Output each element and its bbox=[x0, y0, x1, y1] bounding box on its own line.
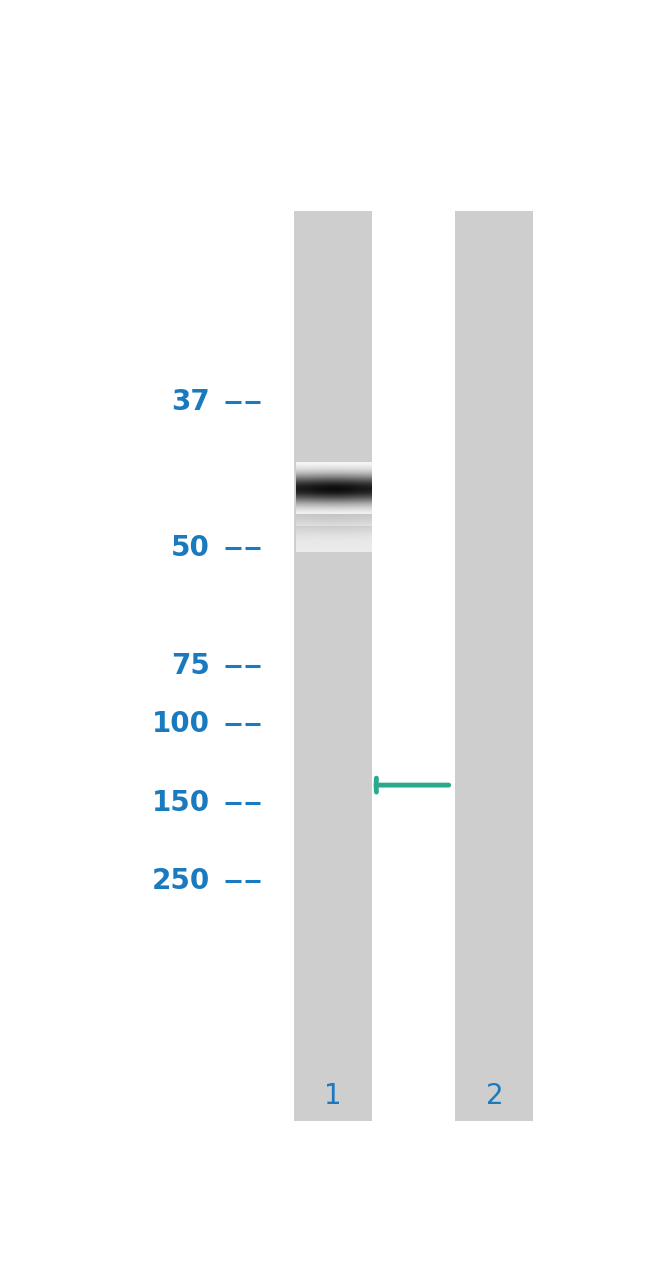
Text: 100: 100 bbox=[151, 710, 210, 738]
Text: 250: 250 bbox=[151, 867, 210, 895]
Bar bbox=[294, 211, 372, 1120]
Text: 1: 1 bbox=[324, 1082, 342, 1110]
Text: 37: 37 bbox=[171, 387, 210, 415]
Text: 150: 150 bbox=[151, 789, 210, 817]
Text: 75: 75 bbox=[171, 652, 210, 679]
Text: 50: 50 bbox=[171, 535, 210, 563]
Text: 2: 2 bbox=[486, 1082, 503, 1110]
Bar bbox=[455, 211, 534, 1120]
